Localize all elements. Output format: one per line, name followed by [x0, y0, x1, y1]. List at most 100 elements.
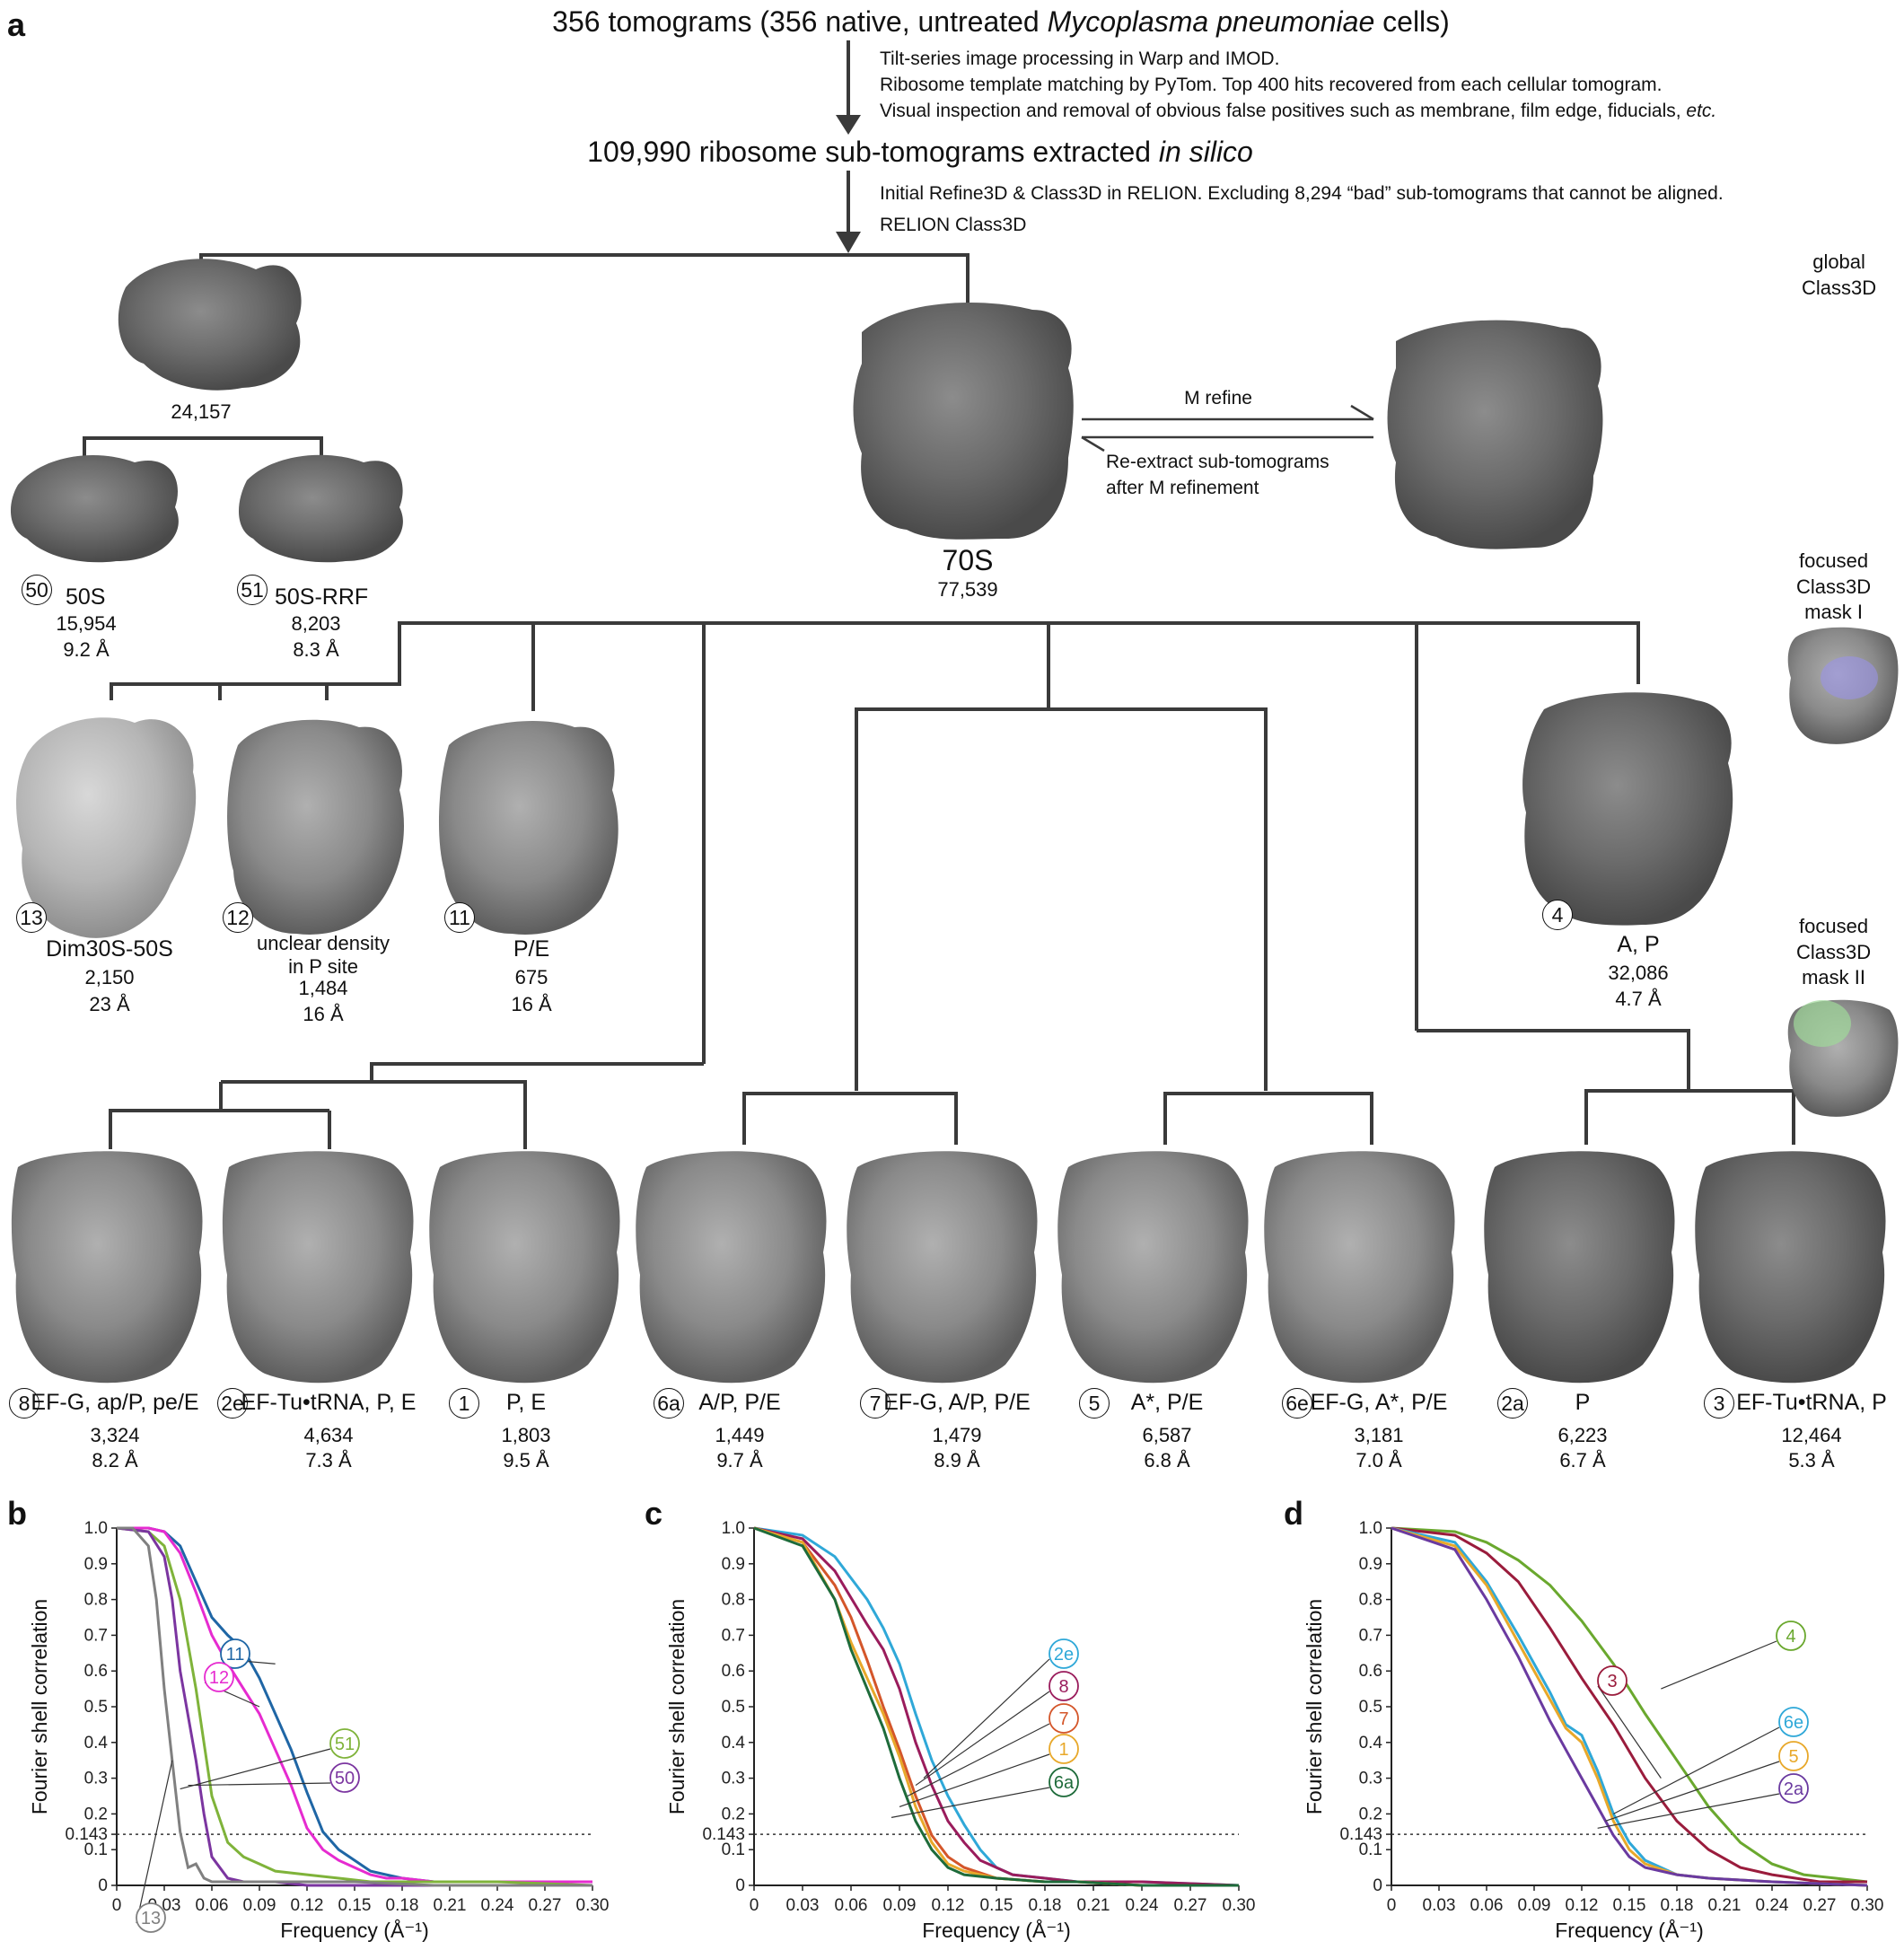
- map-mask1: [1787, 627, 1899, 744]
- map-class6e: [1264, 1151, 1455, 1384]
- y-tick-label: 0.1: [84, 1840, 108, 1859]
- series-label-7: 7: [1058, 1709, 1068, 1729]
- series-badge-6e: [1778, 1707, 1809, 1737]
- x-tick-label: 0.06: [196, 1896, 229, 1915]
- class-6a-count: 1,449: [715, 1424, 765, 1446]
- leader-line-3: [1597, 1685, 1662, 1779]
- x-tick-label: 0.24: [481, 1896, 514, 1915]
- class-50s-parent-count: 24,157: [171, 400, 232, 423]
- y-tick-label: 0.2: [722, 1805, 745, 1823]
- y-tick-label: 0.5: [84, 1698, 108, 1717]
- leader-line-13: [136, 1760, 173, 1924]
- class-6a-res: 9.7 Å: [716, 1449, 763, 1471]
- map-class13: [16, 717, 197, 938]
- class-8-badge: 8: [9, 1388, 39, 1419]
- fsc-curve-1: [753, 1526, 1239, 1887]
- series-label-13: 13: [141, 1909, 161, 1928]
- class-6e-badge: 6e: [1282, 1388, 1312, 1419]
- series-label-4: 4: [1786, 1627, 1795, 1647]
- class-5-name: A*, P/E: [1130, 1390, 1204, 1415]
- m-refine-label: M refine: [1184, 388, 1252, 408]
- map-50s-parent: [118, 259, 302, 391]
- y-tick-label: 0.7: [84, 1626, 108, 1645]
- step1-line3: Visual inspection and removal of obvious…: [880, 101, 1717, 121]
- focused-mask2-label: focused Class3D mask II: [1796, 915, 1872, 989]
- class-4-res: 4.7 Å: [1615, 988, 1662, 1010]
- series-label-2e: 2e: [1054, 1645, 1074, 1665]
- class-70s-count: 77,539: [937, 578, 998, 601]
- class-8-name: EF-G, ap/P, pe/E: [31, 1390, 199, 1415]
- leader-line-50: [188, 1782, 331, 1787]
- fsc-curve-3: [1391, 1526, 1867, 1884]
- x-axis-label: Frequency (Å⁻¹): [922, 1918, 1071, 1942]
- class-7-name: EF-G, A/P, P/E: [883, 1390, 1031, 1415]
- class-6e-count: 3,181: [1354, 1424, 1404, 1446]
- class-7-res: 8.9 Å: [934, 1449, 980, 1471]
- y-tick-label: 0.4: [84, 1734, 109, 1753]
- map-50s-rrf: [238, 454, 403, 563]
- x-tick-label: 0.12: [932, 1896, 965, 1915]
- series-label-3: 3: [1607, 1672, 1617, 1691]
- map-class8: [11, 1151, 203, 1384]
- class-50-name: 50S: [66, 584, 106, 610]
- class-6a-badge: 6a: [654, 1388, 684, 1419]
- map-class2e: [222, 1151, 414, 1384]
- x-tick-label: 0.27: [1174, 1896, 1207, 1915]
- series-badge-3: [1597, 1665, 1628, 1696]
- class-2e-res: 7.3 Å: [305, 1449, 352, 1471]
- series-badge-2e: [1049, 1638, 1079, 1669]
- class-3-res: 5.3 Å: [1788, 1449, 1835, 1471]
- series-badge-1: [1049, 1734, 1079, 1764]
- class-12-count: 1,484: [298, 977, 348, 999]
- y-tick-label: 0.6: [84, 1662, 108, 1681]
- series-badge-2a: [1778, 1773, 1809, 1804]
- class-7-count: 1,479: [932, 1424, 982, 1446]
- step2-line1: Initial Refine3D & Class3D in RELION. Ex…: [880, 183, 1724, 204]
- leader-line-51: [180, 1748, 331, 1790]
- x-tick-label: 0.21: [434, 1896, 467, 1915]
- class-4-count: 32,086: [1608, 962, 1669, 984]
- x-tick-label: 0.09: [1518, 1896, 1551, 1915]
- y-tick-label: 0.5: [722, 1698, 745, 1717]
- map-class7: [847, 1151, 1038, 1384]
- x-tick-label: 0: [1387, 1896, 1397, 1915]
- series-label-51: 51: [335, 1735, 355, 1754]
- x-tick-label: 0.30: [1223, 1896, 1256, 1915]
- global-class3d-label: global Class3D: [1802, 250, 1877, 299]
- series-badge-4: [1776, 1621, 1806, 1651]
- series-badge-11: [220, 1638, 250, 1669]
- panel-label-d: d: [1284, 1495, 1303, 1532]
- y-tick-label: 0.2: [84, 1805, 108, 1823]
- x-tick-label: 0.15: [980, 1896, 1013, 1915]
- reextract-line2: after M refinement: [1106, 478, 1259, 498]
- class-51-count: 8,203: [291, 612, 341, 635]
- class-2a-badge: 2a: [1497, 1388, 1528, 1419]
- y-axis-label: Fourier shell correlation: [28, 1599, 51, 1814]
- series-label-5: 5: [1788, 1747, 1798, 1767]
- panel-label-a: a: [7, 6, 26, 43]
- class-5-count: 6,587: [1142, 1424, 1192, 1446]
- class-4-name: A, P: [1617, 932, 1660, 957]
- class-7-badge: 7: [860, 1388, 891, 1419]
- series-label-11: 11: [226, 1645, 245, 1665]
- x-tick-label: 0.15: [1613, 1896, 1646, 1915]
- class-6a-name: A/P, P/E: [698, 1390, 781, 1415]
- y-tick-label: 0.6: [722, 1662, 745, 1681]
- class-5-res: 6.8 Å: [1144, 1449, 1190, 1471]
- class-12-res: 16 Å: [303, 1003, 344, 1025]
- x-tick-label: 0.21: [1708, 1896, 1742, 1915]
- x-tick-label: 0.21: [1077, 1896, 1110, 1915]
- y-tick-label: 0.8: [1359, 1591, 1382, 1610]
- y-tick-label: 0.143: [702, 1825, 745, 1844]
- fsc-curve-7: [753, 1526, 1239, 1887]
- class-13-name: Dim30S-50S: [46, 936, 173, 962]
- y-tick-label: 0.7: [722, 1626, 745, 1645]
- class-51-res: 8.3 Å: [293, 638, 339, 661]
- x-tick-label: 0.27: [529, 1896, 562, 1915]
- class-1-count: 1,803: [501, 1424, 551, 1446]
- class-3-badge: 3: [1704, 1388, 1734, 1419]
- y-tick-label: 0.143: [65, 1825, 108, 1844]
- leader-line-6e: [1613, 1726, 1780, 1814]
- y-tick-label: 0.6: [1359, 1662, 1382, 1681]
- y-tick-label: 1.0: [84, 1519, 108, 1538]
